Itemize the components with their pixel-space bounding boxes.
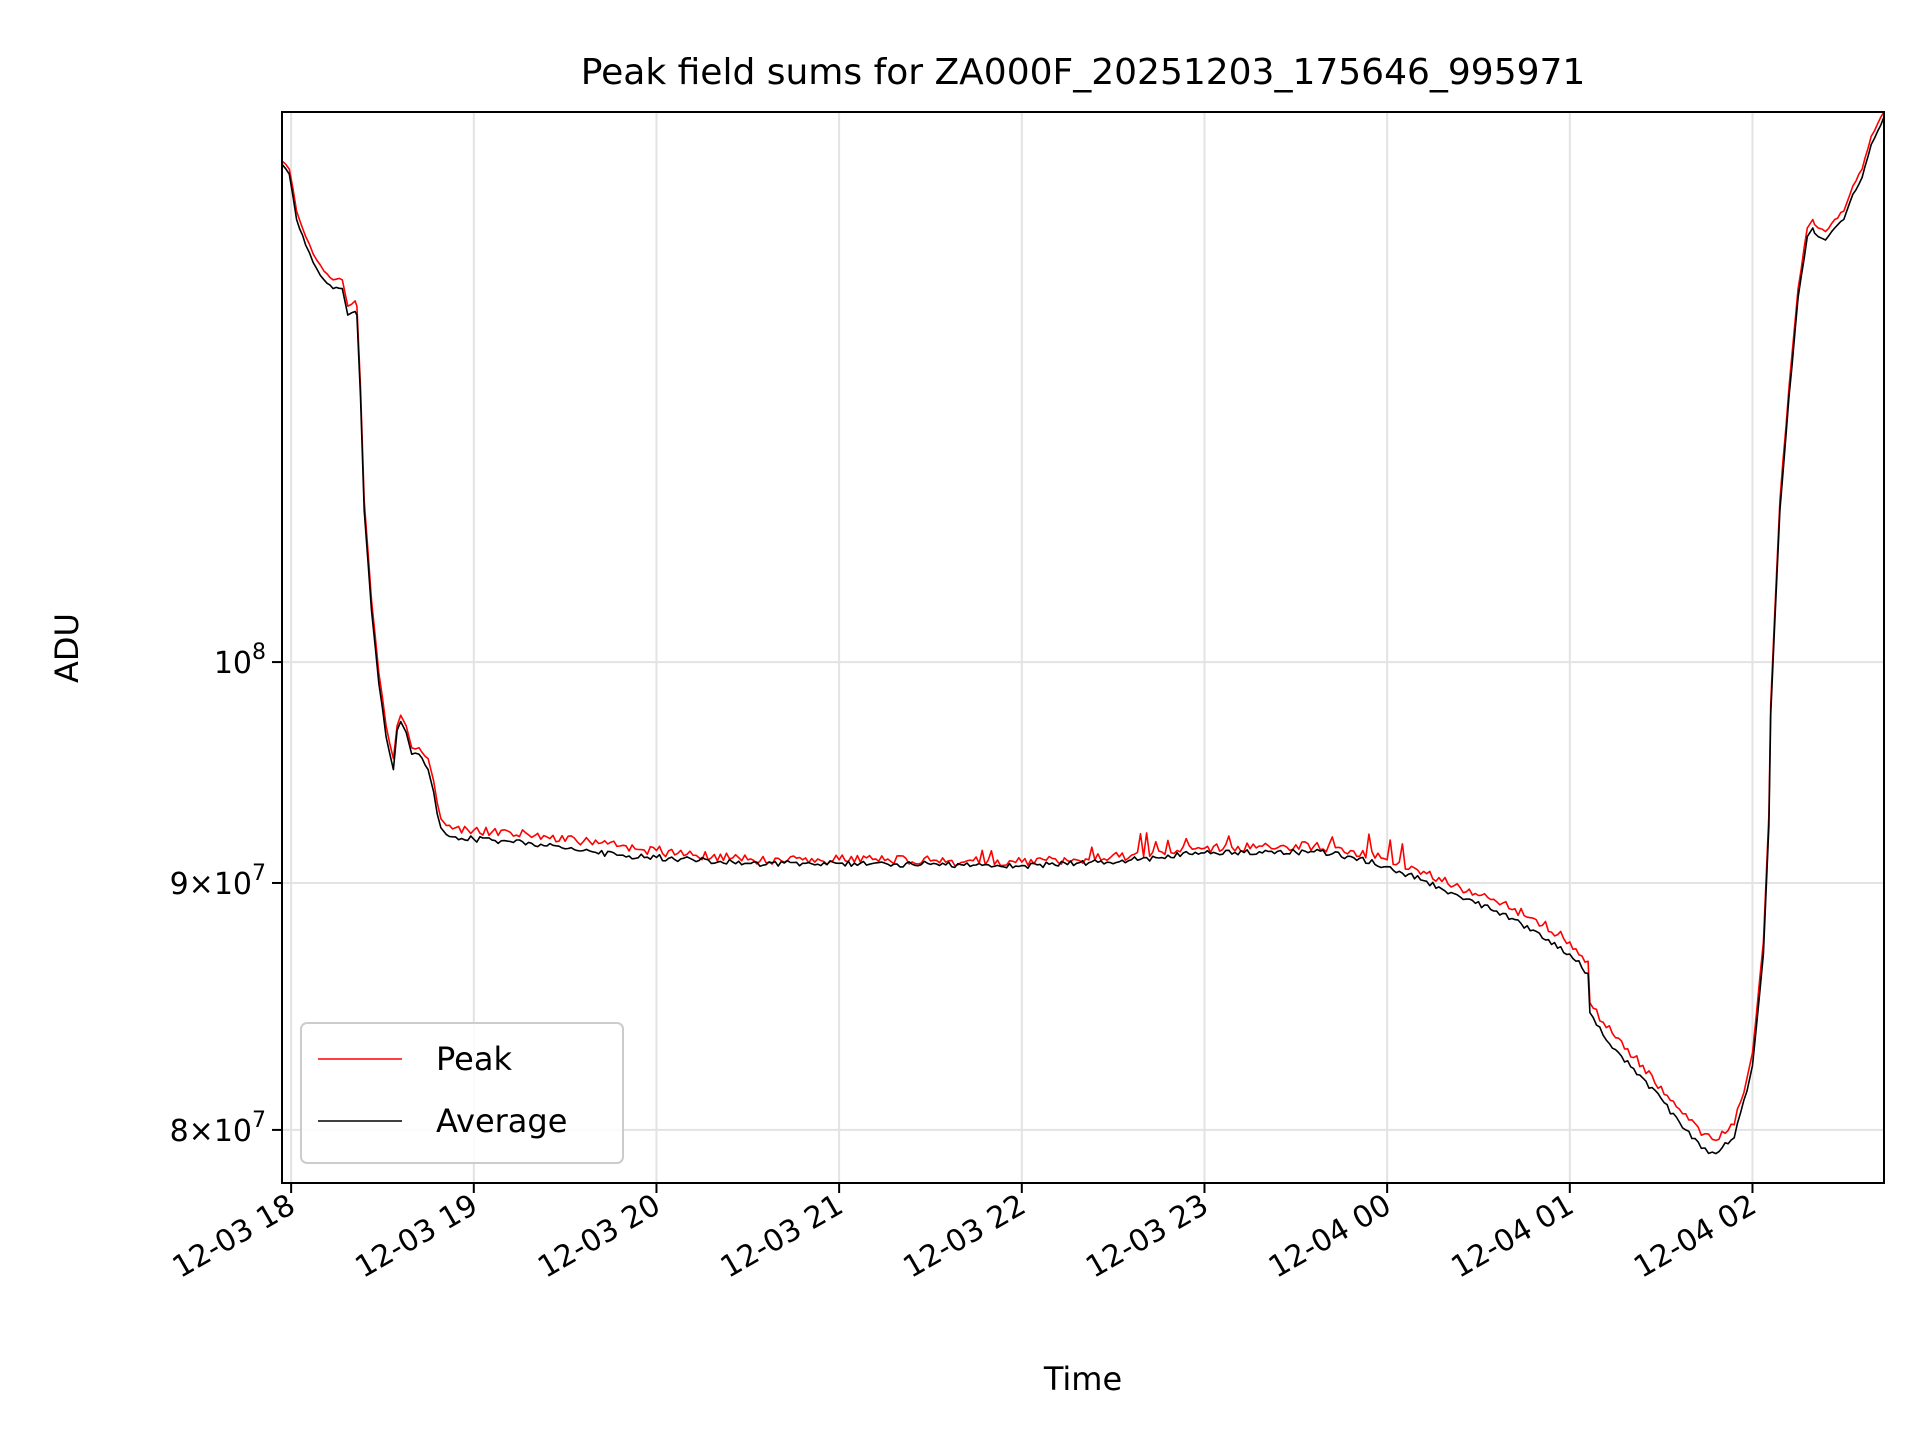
y-tick-label: 9×107 bbox=[170, 861, 266, 902]
y-axis: 8×107 9×107 108 bbox=[170, 640, 282, 1149]
series-line-average bbox=[281, 116, 1885, 1155]
series-lines bbox=[281, 111, 1885, 1155]
x-axis-label: Time bbox=[1043, 1360, 1122, 1398]
legend-label-average: Average bbox=[436, 1102, 567, 1140]
y-axis-label: ADU bbox=[48, 613, 86, 683]
series-line-peak bbox=[281, 111, 1885, 1142]
y-tick-label: 8×107 bbox=[170, 1108, 266, 1149]
plot-area-frame bbox=[281, 111, 1885, 1184]
legend-label-peak: Peak bbox=[436, 1040, 512, 1078]
legend-box bbox=[300, 1022, 624, 1164]
grid-lines bbox=[282, 112, 1884, 1183]
legend: Peak Average bbox=[300, 1022, 624, 1164]
y-tick-label: 108 bbox=[214, 640, 266, 681]
chart-title: Peak field sums for ZA000F_20251203_1756… bbox=[581, 52, 1586, 93]
